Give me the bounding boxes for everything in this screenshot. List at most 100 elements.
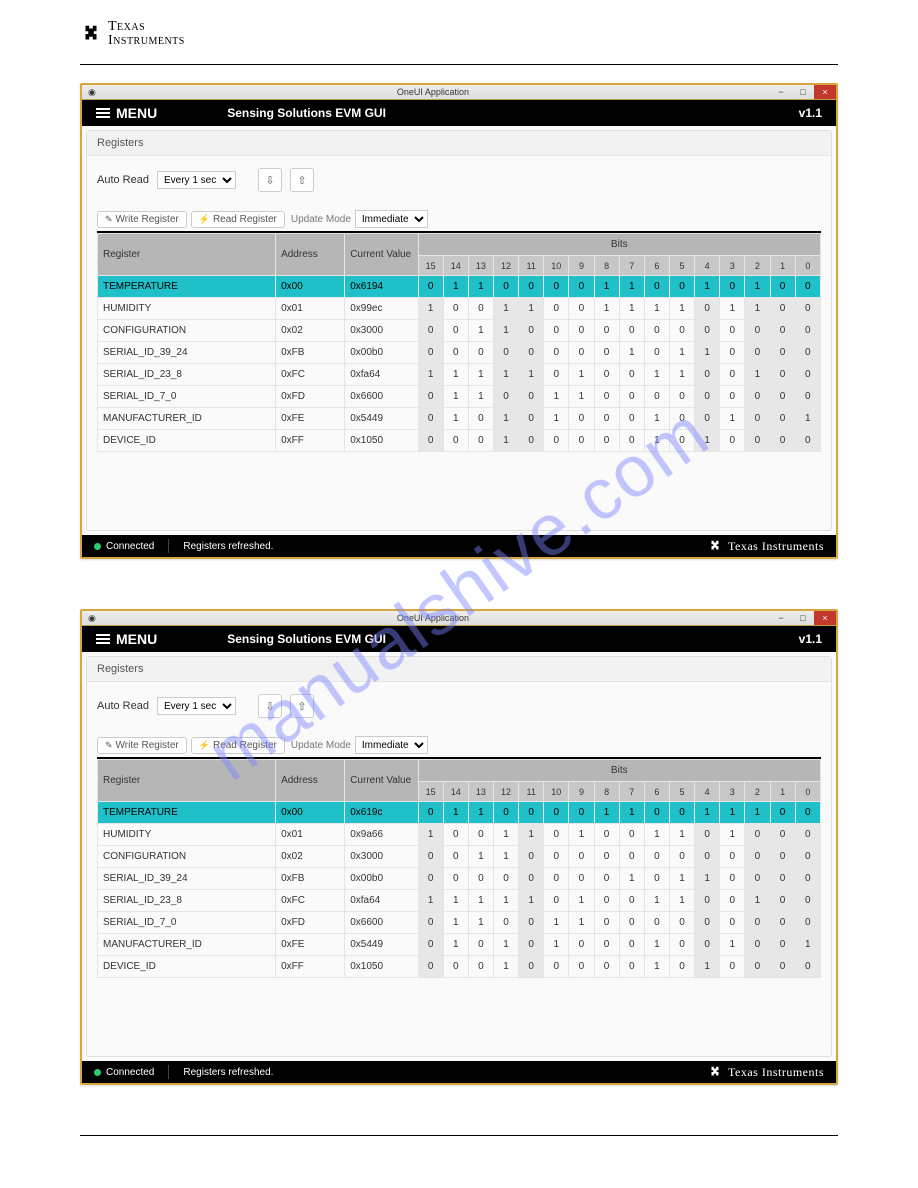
bit-cell[interactable]: 0 bbox=[619, 934, 644, 956]
bit-cell[interactable]: 0 bbox=[669, 912, 694, 934]
bit-cell[interactable]: 0 bbox=[644, 276, 669, 298]
register-row[interactable]: TEMPERATURE 0x00 0x61940110000110010100 bbox=[98, 276, 821, 298]
bit-cell[interactable]: 0 bbox=[544, 276, 569, 298]
bit-cell[interactable]: 0 bbox=[745, 408, 770, 430]
bit-cell[interactable]: 0 bbox=[720, 342, 745, 364]
bit-cell[interactable]: 0 bbox=[644, 802, 669, 824]
bit-cell[interactable]: 0 bbox=[770, 342, 795, 364]
download-button[interactable]: ⇩ bbox=[258, 168, 282, 192]
bit-cell[interactable]: 0 bbox=[720, 430, 745, 452]
auto-read-select[interactable]: Every 1 sec bbox=[157, 697, 236, 715]
bit-cell[interactable]: 0 bbox=[569, 802, 594, 824]
bit-cell[interactable]: 1 bbox=[443, 408, 468, 430]
bit-cell[interactable]: 0 bbox=[695, 364, 720, 386]
bit-cell[interactable]: 0 bbox=[594, 846, 619, 868]
bit-cell[interactable]: 1 bbox=[544, 408, 569, 430]
bit-cell[interactable]: 0 bbox=[644, 386, 669, 408]
bit-cell[interactable]: 1 bbox=[745, 890, 770, 912]
register-row[interactable]: CONFIGURATION 0x02 0x3000001100000000000… bbox=[98, 846, 821, 868]
register-row[interactable]: MANUFACTURER_ID 0xFE 0x54490101010001001… bbox=[98, 934, 821, 956]
bit-cell[interactable]: 0 bbox=[418, 956, 443, 978]
bit-cell[interactable]: 1 bbox=[669, 868, 694, 890]
bit-cell[interactable]: 0 bbox=[468, 868, 493, 890]
bit-cell[interactable]: 0 bbox=[745, 824, 770, 846]
bit-cell[interactable]: 1 bbox=[795, 408, 820, 430]
bit-cell[interactable]: 1 bbox=[745, 364, 770, 386]
bit-cell[interactable]: 0 bbox=[544, 430, 569, 452]
bit-cell[interactable]: 0 bbox=[770, 364, 795, 386]
bit-cell[interactable]: 1 bbox=[720, 408, 745, 430]
bit-cell[interactable]: 1 bbox=[695, 342, 720, 364]
bit-cell[interactable]: 0 bbox=[519, 276, 544, 298]
bit-cell[interactable]: 0 bbox=[770, 320, 795, 342]
bit-cell[interactable]: 0 bbox=[720, 276, 745, 298]
maximize-button[interactable]: □ bbox=[792, 85, 814, 99]
bit-cell[interactable]: 0 bbox=[594, 934, 619, 956]
auto-read-select[interactable]: Every 1 sec bbox=[157, 171, 236, 189]
bit-cell[interactable]: 0 bbox=[770, 890, 795, 912]
bit-cell[interactable]: 1 bbox=[745, 276, 770, 298]
bit-cell[interactable]: 1 bbox=[619, 276, 644, 298]
bit-cell[interactable]: 0 bbox=[695, 890, 720, 912]
bit-cell[interactable]: 0 bbox=[770, 408, 795, 430]
bit-cell[interactable]: 1 bbox=[443, 934, 468, 956]
bit-cell[interactable]: 0 bbox=[619, 912, 644, 934]
bit-cell[interactable]: 0 bbox=[569, 430, 594, 452]
bit-cell[interactable]: 0 bbox=[519, 342, 544, 364]
bit-cell[interactable]: 0 bbox=[468, 430, 493, 452]
bit-cell[interactable]: 0 bbox=[795, 320, 820, 342]
bit-cell[interactable]: 1 bbox=[619, 342, 644, 364]
bit-cell[interactable]: 0 bbox=[468, 934, 493, 956]
register-row[interactable]: SERIAL_ID_39_24 0xFB 0x00b00000000010110… bbox=[98, 868, 821, 890]
bit-cell[interactable]: 0 bbox=[493, 802, 518, 824]
bit-cell[interactable]: 1 bbox=[443, 912, 468, 934]
bit-cell[interactable]: 0 bbox=[720, 320, 745, 342]
bit-cell[interactable]: 1 bbox=[720, 298, 745, 320]
bit-cell[interactable]: 0 bbox=[745, 868, 770, 890]
register-row[interactable]: CONFIGURATION 0x02 0x3000001100000000000… bbox=[98, 320, 821, 342]
register-row[interactable]: SERIAL_ID_7_0 0xFD 0x6600011001100000000… bbox=[98, 386, 821, 408]
bit-cell[interactable]: 0 bbox=[619, 320, 644, 342]
bit-cell[interactable]: 1 bbox=[544, 934, 569, 956]
bit-cell[interactable]: 0 bbox=[418, 408, 443, 430]
bit-cell[interactable]: 1 bbox=[468, 890, 493, 912]
bit-cell[interactable]: 1 bbox=[443, 276, 468, 298]
bit-cell[interactable]: 0 bbox=[720, 868, 745, 890]
bit-cell[interactable]: 0 bbox=[594, 912, 619, 934]
bit-cell[interactable]: 0 bbox=[493, 868, 518, 890]
write-register-button[interactable]: ✎Write Register bbox=[97, 737, 187, 754]
bit-cell[interactable]: 0 bbox=[770, 846, 795, 868]
bit-cell[interactable]: 0 bbox=[695, 912, 720, 934]
bit-cell[interactable]: 1 bbox=[644, 824, 669, 846]
bit-cell[interactable]: 0 bbox=[418, 934, 443, 956]
bit-cell[interactable]: 0 bbox=[594, 364, 619, 386]
bit-cell[interactable]: 0 bbox=[669, 408, 694, 430]
bit-cell[interactable]: 0 bbox=[720, 846, 745, 868]
bit-cell[interactable]: 1 bbox=[569, 824, 594, 846]
bit-cell[interactable]: 0 bbox=[569, 868, 594, 890]
bit-cell[interactable]: 1 bbox=[493, 298, 518, 320]
bit-cell[interactable]: 1 bbox=[443, 364, 468, 386]
menu-button[interactable]: MENU bbox=[96, 631, 157, 647]
bit-cell[interactable]: 1 bbox=[493, 956, 518, 978]
bit-cell[interactable]: 1 bbox=[644, 430, 669, 452]
bit-cell[interactable]: 1 bbox=[468, 276, 493, 298]
bit-cell[interactable]: 1 bbox=[695, 868, 720, 890]
bit-cell[interactable]: 0 bbox=[443, 320, 468, 342]
bit-cell[interactable]: 1 bbox=[695, 430, 720, 452]
bit-cell[interactable]: 0 bbox=[443, 868, 468, 890]
bit-cell[interactable]: 1 bbox=[669, 890, 694, 912]
register-row[interactable]: SERIAL_ID_23_8 0xFC 0xfa6411111010011001… bbox=[98, 364, 821, 386]
register-row[interactable]: DEVICE_ID 0xFF 0x10500001000001010000 bbox=[98, 956, 821, 978]
bit-cell[interactable]: 1 bbox=[644, 890, 669, 912]
register-row[interactable]: HUMIDITY 0x01 0x9a661001101001101000 bbox=[98, 824, 821, 846]
bit-cell[interactable]: 1 bbox=[519, 890, 544, 912]
bit-cell[interactable]: 0 bbox=[519, 868, 544, 890]
bit-cell[interactable]: 0 bbox=[745, 934, 770, 956]
bit-cell[interactable]: 0 bbox=[770, 824, 795, 846]
bit-cell[interactable]: 0 bbox=[644, 868, 669, 890]
bit-cell[interactable]: 0 bbox=[519, 846, 544, 868]
bit-cell[interactable]: 0 bbox=[443, 430, 468, 452]
bit-cell[interactable]: 0 bbox=[544, 890, 569, 912]
bit-cell[interactable]: 1 bbox=[468, 364, 493, 386]
